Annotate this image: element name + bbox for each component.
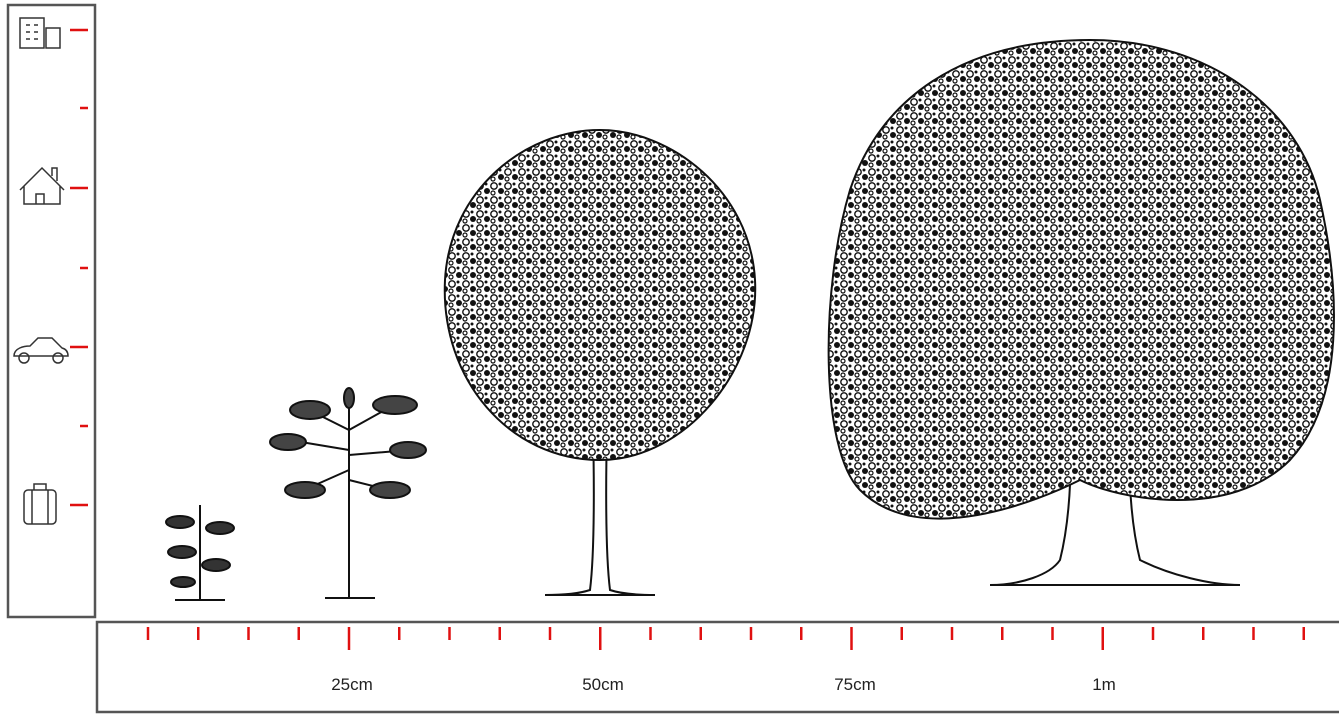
luggage-icon: [23, 489, 57, 525]
scale-label: 75cm: [834, 675, 876, 694]
scale-label: 50cm: [582, 675, 624, 694]
reference-icons: [13, 17, 69, 525]
scale-label: 1m: [1092, 675, 1116, 694]
horizontal-ticks: [146, 627, 1305, 650]
house-icon: [19, 166, 65, 205]
reference-panel: [6, 3, 97, 619]
sapling: [269, 387, 427, 599]
scale-panel: [95, 620, 1339, 714]
building-icon: [19, 17, 45, 49]
scale-label: 25cm: [331, 675, 373, 694]
large-tree: [827, 38, 1335, 586]
car-icon: [13, 337, 69, 357]
medium-tree: [443, 128, 757, 596]
vertical-ticks: [70, 28, 88, 507]
sprout: [165, 505, 235, 601]
